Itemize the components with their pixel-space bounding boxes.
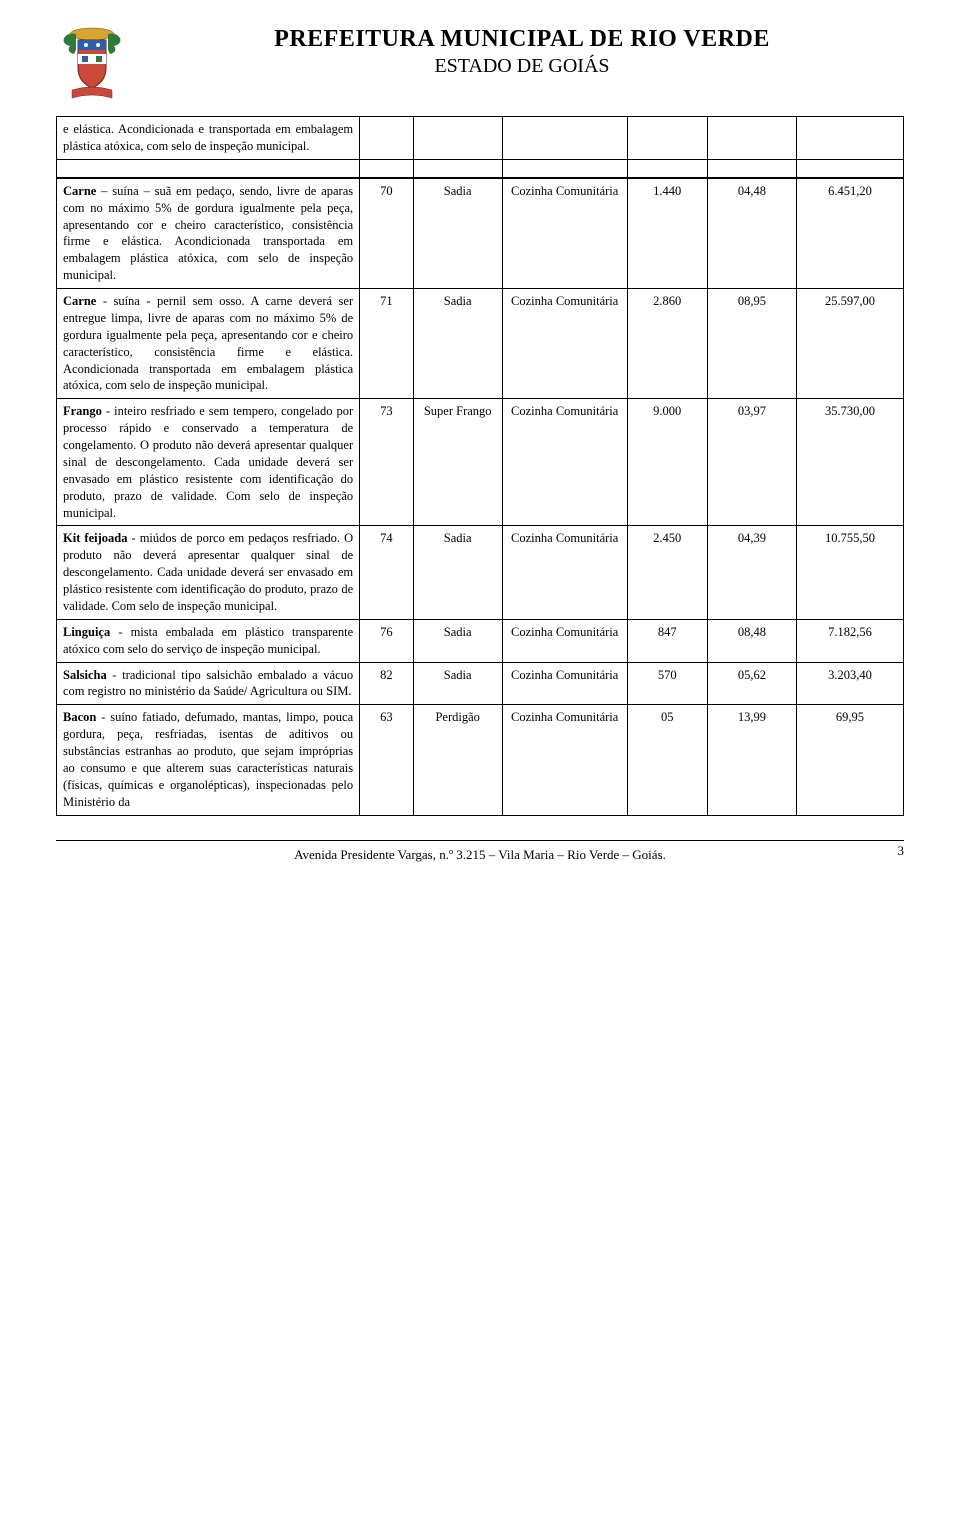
cell-num: 70 [360, 178, 413, 288]
footer-divider [56, 840, 904, 841]
header-subtitle: ESTADO DE GOIÁS [140, 55, 904, 78]
cell-num [360, 117, 413, 160]
table-row: Salsicha - tradicional tipo salsichão em… [57, 662, 904, 705]
cell-dest: Cozinha Comunitária [502, 289, 627, 399]
cell-total [796, 117, 903, 160]
cell-marca: Sadia [413, 526, 502, 619]
cell-total: 6.451,20 [796, 178, 903, 288]
cell-num: 82 [360, 662, 413, 705]
cell-num: 73 [360, 399, 413, 526]
spacer-row [57, 159, 904, 177]
table-row: Kit feijoada - miúdos de porco em pedaço… [57, 526, 904, 619]
cell-qtd: 05 [627, 705, 707, 815]
cell-total: 25.597,00 [796, 289, 903, 399]
cell-unit: 03,97 [707, 399, 796, 526]
cell-unit: 04,48 [707, 178, 796, 288]
cell-dest: Cozinha Comunitária [502, 399, 627, 526]
document-header: PREFEITURA MUNICIPAL DE RIO VERDE ESTADO… [56, 24, 904, 104]
page-number: 3 [898, 843, 905, 859]
table-row: Linguiça - mista embalada em plástico tr… [57, 619, 904, 662]
cell-marca: Sadia [413, 619, 502, 662]
cell-dest: Cozinha Comunitária [502, 705, 627, 815]
header-title: PREFEITURA MUNICIPAL DE RIO VERDE [140, 26, 904, 53]
cell-marca [413, 117, 502, 160]
cell-description: Linguiça - mista embalada em plástico tr… [57, 619, 360, 662]
cell-unit: 04,39 [707, 526, 796, 619]
table-row: e elástica. Acondicionada e transportada… [57, 117, 904, 160]
cell-qtd: 2.450 [627, 526, 707, 619]
cell-qtd: 1.440 [627, 178, 707, 288]
cell-marca: Super Frango [413, 399, 502, 526]
cell-unit: 08,48 [707, 619, 796, 662]
cell-unit: 05,62 [707, 662, 796, 705]
cell-num: 71 [360, 289, 413, 399]
cell-description: Bacon - suíno fatiado, defumado, mantas,… [57, 705, 360, 815]
cell-unit: 13,99 [707, 705, 796, 815]
cell-total: 69,95 [796, 705, 903, 815]
cell-qtd: 9.000 [627, 399, 707, 526]
table-row: Frango - inteiro resfriado e sem tempero… [57, 399, 904, 526]
crest-icon [56, 24, 128, 104]
table-row: Carne – suína – suã em pedaço, sendo, li… [57, 178, 904, 288]
cell-total: 35.730,00 [796, 399, 903, 526]
cell-qtd: 847 [627, 619, 707, 662]
footer-address: Avenida Presidente Vargas, n.º 3.215 – V… [56, 847, 904, 863]
cell-total: 3.203,40 [796, 662, 903, 705]
cell-marca: Sadia [413, 178, 502, 288]
cell-unit: 08,95 [707, 289, 796, 399]
cell-marca: Perdigão [413, 705, 502, 815]
cell-description: Frango - inteiro resfriado e sem tempero… [57, 399, 360, 526]
cell-num: 63 [360, 705, 413, 815]
header-title-block: PREFEITURA MUNICIPAL DE RIO VERDE ESTADO… [140, 24, 904, 78]
cell-description: Salsicha - tradicional tipo salsichão em… [57, 662, 360, 705]
cell-dest: Cozinha Comunitária [502, 619, 627, 662]
cell-unit [707, 117, 796, 160]
cell-qtd: 570 [627, 662, 707, 705]
cell-description: Carne – suína – suã em pedaço, sendo, li… [57, 178, 360, 288]
cell-dest [502, 117, 627, 160]
cell-description: Kit feijoada - miúdos de porco em pedaço… [57, 526, 360, 619]
cell-qtd [627, 117, 707, 160]
cell-description: e elástica. Acondicionada e transportada… [57, 117, 360, 160]
cell-dest: Cozinha Comunitária [502, 178, 627, 288]
cell-num: 76 [360, 619, 413, 662]
table-row: Bacon - suíno fatiado, defumado, mantas,… [57, 705, 904, 815]
cell-total: 7.182,56 [796, 619, 903, 662]
cell-dest: Cozinha Comunitária [502, 662, 627, 705]
items-table-main: Carne – suína – suã em pedaço, sendo, li… [56, 178, 904, 816]
cell-qtd: 2.860 [627, 289, 707, 399]
document-footer: Avenida Presidente Vargas, n.º 3.215 – V… [56, 840, 904, 863]
cell-total: 10.755,50 [796, 526, 903, 619]
cell-marca: Sadia [413, 662, 502, 705]
cell-dest: Cozinha Comunitária [502, 526, 627, 619]
table-row: Carne - suína - pernil sem osso. A carne… [57, 289, 904, 399]
cell-marca: Sadia [413, 289, 502, 399]
cell-num: 74 [360, 526, 413, 619]
items-table: e elástica. Acondicionada e transportada… [56, 116, 904, 178]
cell-description: Carne - suína - pernil sem osso. A carne… [57, 289, 360, 399]
